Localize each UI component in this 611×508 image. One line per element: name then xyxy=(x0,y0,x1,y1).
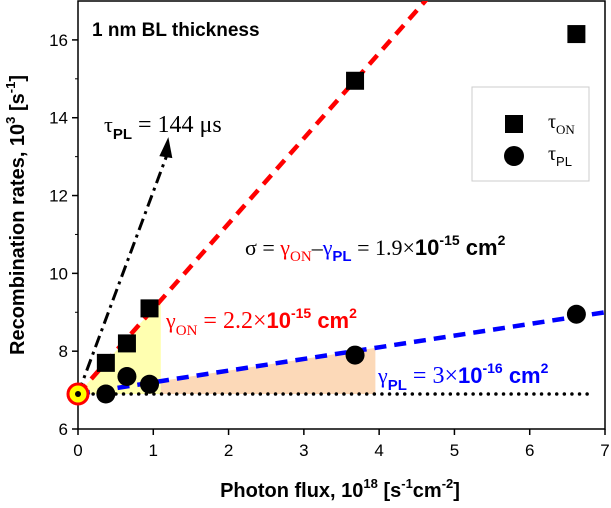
x-tick-label: 4 xyxy=(374,441,383,460)
annotation-sigma: σ = γON–γPL = 1.9×10-15 cm2 xyxy=(245,232,506,265)
circle-marker xyxy=(96,384,116,404)
legend-label: τPL xyxy=(548,143,572,169)
annotation-tau-pl: τPL = 144 μs xyxy=(104,112,222,143)
annotation-gamma-pl: γPL = 3×10-16 cm2 xyxy=(377,360,549,394)
y-axis-label: Recombination rates, 103 [s-1] xyxy=(3,75,29,355)
square-marker xyxy=(96,353,115,372)
x-tick-label: 1 xyxy=(149,441,158,460)
x-tick-label: 0 xyxy=(73,441,82,460)
origin-dot xyxy=(75,390,81,397)
plot-frame xyxy=(77,0,606,430)
orange-shading xyxy=(160,347,376,394)
square-marker xyxy=(567,25,586,44)
circle-marker xyxy=(345,345,365,365)
square-marker xyxy=(346,71,365,90)
x-tick-label: 2 xyxy=(224,441,233,460)
y-tick-label: 16 xyxy=(49,31,68,50)
arrow-line xyxy=(78,150,170,395)
legend-label: τON xyxy=(548,111,575,137)
x-tick-label: 7 xyxy=(600,441,609,460)
x-tick-label: 5 xyxy=(450,441,459,460)
x-axis-label: Photon flux, 1018 [s-1cm-2] xyxy=(220,476,460,502)
legend-circle-icon xyxy=(504,146,524,166)
legend-square-icon xyxy=(505,115,523,133)
circle-marker xyxy=(117,366,137,386)
legend-box xyxy=(471,86,590,182)
y-tick-label: 10 xyxy=(49,264,68,283)
chart-title: 1 nm BL thickness xyxy=(92,20,260,41)
circle-marker xyxy=(140,374,160,394)
arrow-head-icon xyxy=(159,137,173,159)
legend: τON τPL xyxy=(471,86,590,182)
square-marker xyxy=(140,299,159,318)
y-tick-label: 12 xyxy=(49,187,68,206)
y-tick-label: 8 xyxy=(59,342,68,361)
fit-line-pl xyxy=(78,310,605,397)
annotation-gamma-on: γON = 2.2×10-15 cm2 xyxy=(165,305,357,339)
y-tick-label: 6 xyxy=(59,420,68,439)
x-tick-label: 6 xyxy=(525,441,534,460)
y-tick-label: 14 xyxy=(49,109,68,128)
square-marker xyxy=(117,334,136,353)
circle-marker xyxy=(566,304,586,324)
x-tick-label: 3 xyxy=(299,441,308,460)
